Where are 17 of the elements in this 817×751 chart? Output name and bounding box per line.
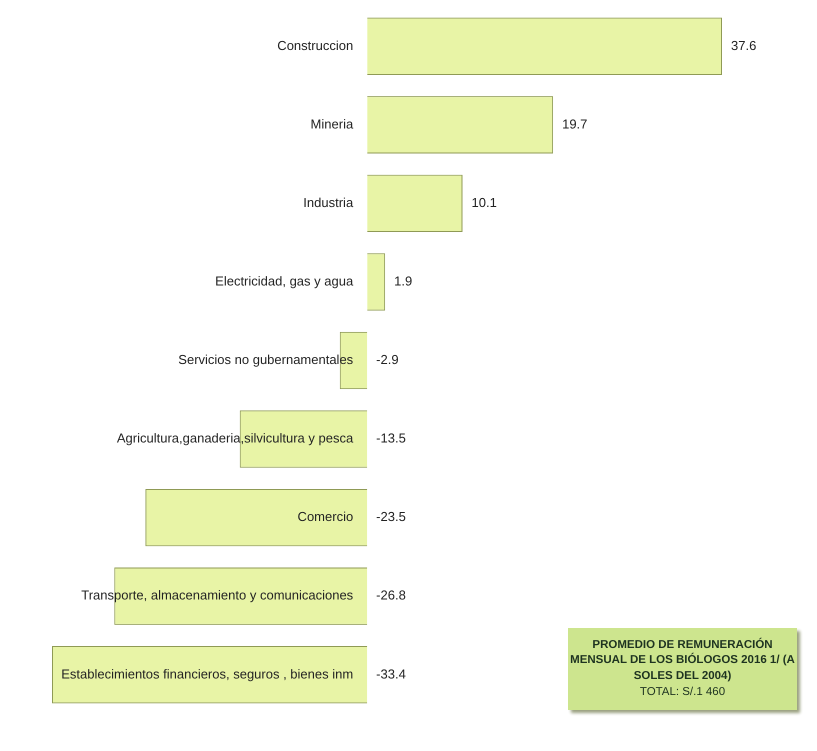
data-label: -13.5 <box>376 430 406 446</box>
data-label: -26.8 <box>376 588 406 603</box>
annotation: PROMEDIO DE REMUNERACIÓN MENSUAL DE LOS BIÓLOGOS 2016 1/ (A SOLES DEL 2004) <box>569 638 796 684</box>
data-label: -2.9 <box>376 352 399 368</box>
data-label: -23.5 <box>376 509 406 524</box>
y-tick-label: Comercio <box>298 509 354 524</box>
y-tick-label: Mineria <box>310 116 354 132</box>
y-tick-label: Establecimientos financieros, seguros , bienes inm <box>61 666 354 682</box>
data-label: 19.7 <box>562 116 588 132</box>
data-label: 37.6 <box>731 38 756 53</box>
data-label: 10.1 <box>471 194 497 210</box>
y-tick-label: Electricidad, gas y agua <box>215 274 354 289</box>
data-label: -33.4 <box>376 666 406 682</box>
y-tick-label: Construccion <box>277 38 354 53</box>
y-tick-label: Industria <box>303 194 354 210</box>
annotation: TOTAL: S/.1 460 <box>640 684 726 700</box>
data-label: 1.9 <box>394 274 412 289</box>
